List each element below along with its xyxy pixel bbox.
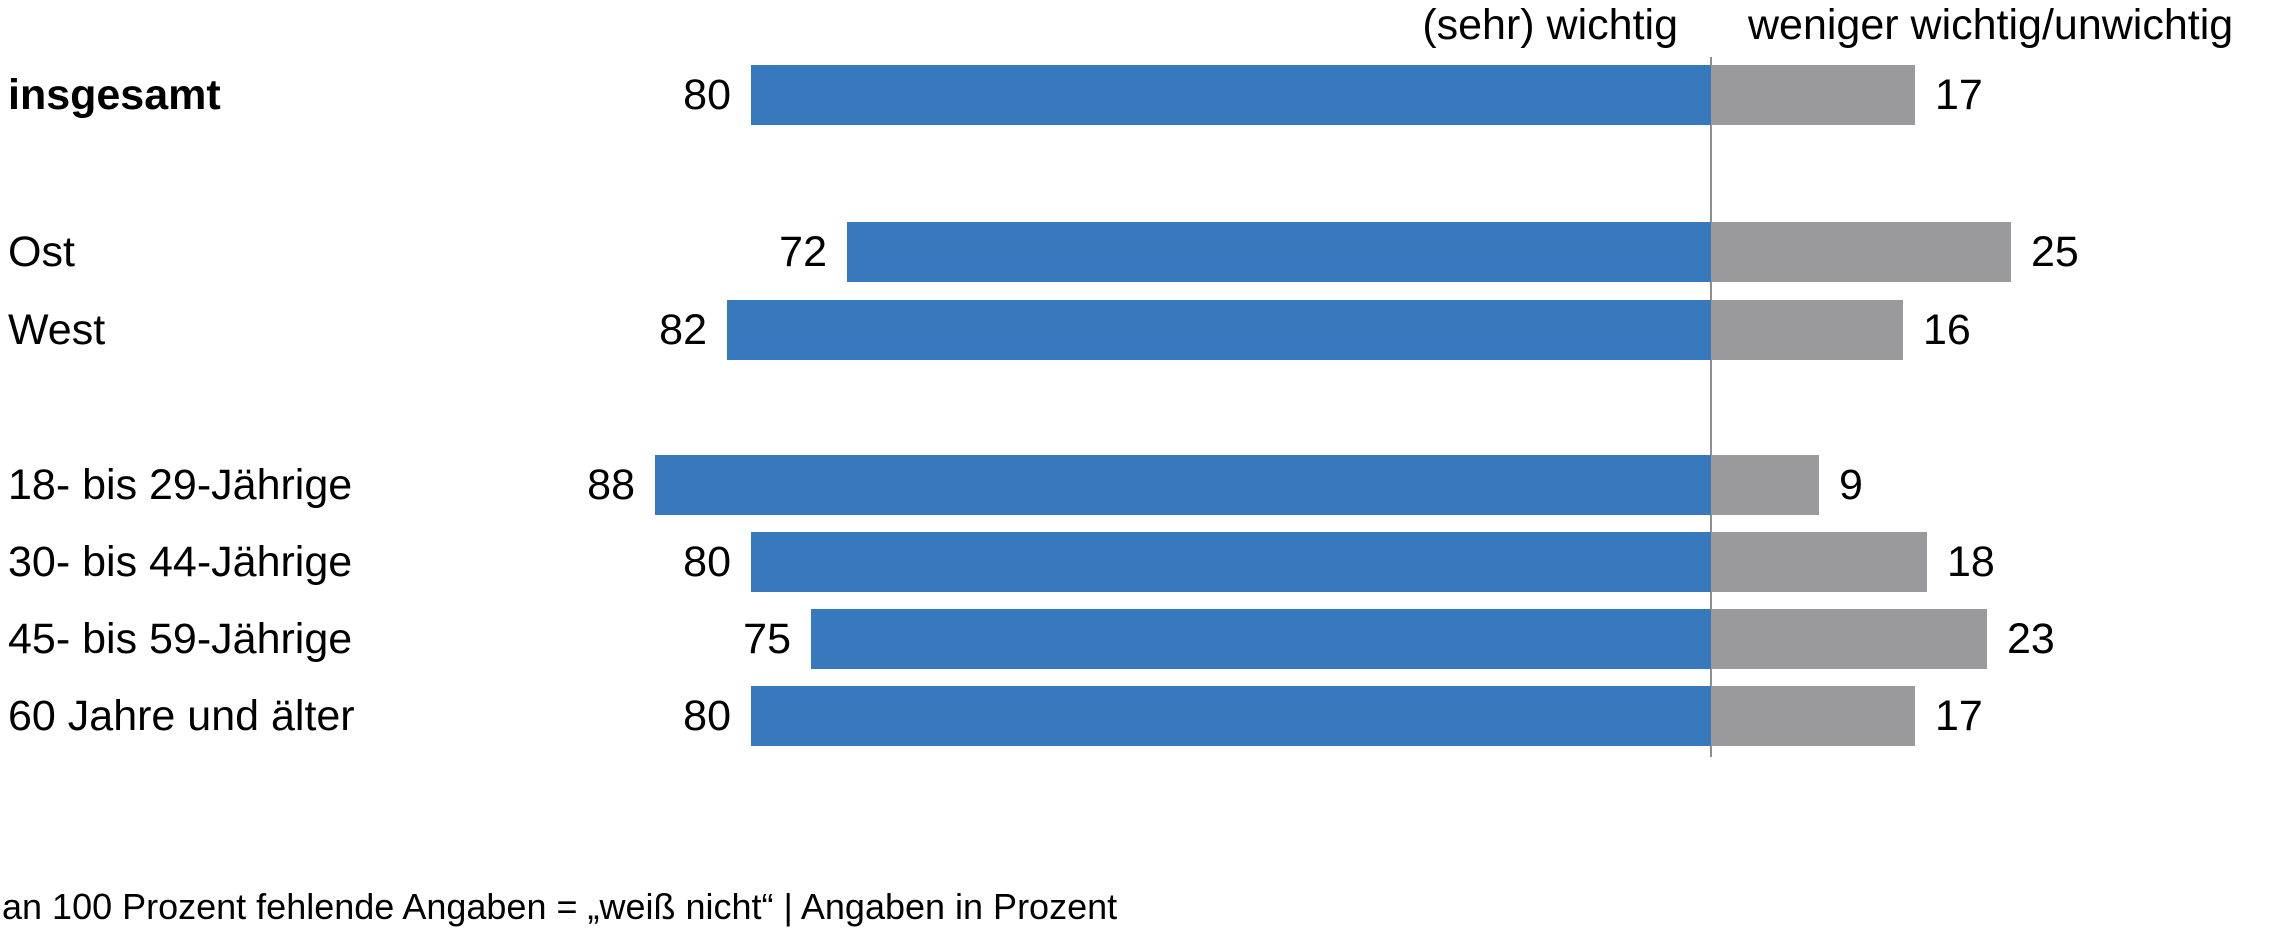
category-label: West <box>8 306 106 354</box>
category-label: 45- bis 59-Jährige <box>8 615 353 663</box>
value-label-secondary: 9 <box>1839 461 1863 509</box>
category-label: 60 Jahre und älter <box>8 692 355 740</box>
footnote: an 100 Prozent fehlende Angaben = „weiß … <box>2 886 1118 927</box>
value-label-primary: 80 <box>683 538 731 586</box>
value-label-primary: 80 <box>683 71 731 119</box>
value-label-secondary: 23 <box>2007 615 2055 663</box>
category-label: insgesamt <box>8 71 221 119</box>
legend-label-secondary: weniger wichtig/unwichtig <box>1748 1 2234 49</box>
bar-row: 30- bis 44-Jährige 80 18 <box>0 532 2283 592</box>
bar-primary <box>751 686 1711 746</box>
bar-primary <box>751 65 1711 125</box>
value-label-secondary: 18 <box>1947 538 1995 586</box>
value-label-primary: 80 <box>683 692 731 740</box>
value-label-primary: 72 <box>779 228 827 276</box>
bar-secondary <box>1711 65 1915 125</box>
legend-label-primary: (sehr) wichtig <box>1422 1 1678 49</box>
bar-secondary <box>1711 609 1987 669</box>
category-label: Ost <box>8 228 75 276</box>
bar-primary <box>847 222 1711 282</box>
axis-divider-line <box>1710 57 1712 757</box>
bar-secondary <box>1711 222 2011 282</box>
bar-row: insgesamt 80 17 <box>0 65 2283 125</box>
bar-primary <box>751 532 1711 592</box>
bar-secondary <box>1711 532 1927 592</box>
bar-row: Ost 72 25 <box>0 222 2283 282</box>
value-label-primary: 75 <box>743 615 791 663</box>
value-label-secondary: 17 <box>1935 692 1983 740</box>
category-label: 18- bis 29-Jährige <box>8 461 353 509</box>
bar-row: West 82 16 <box>0 300 2283 360</box>
bar-row: 18- bis 29-Jährige 88 9 <box>0 455 2283 515</box>
bar-secondary <box>1711 686 1915 746</box>
bar-secondary <box>1711 300 1903 360</box>
bar-row: 45- bis 59-Jährige 75 23 <box>0 609 2283 669</box>
value-label-secondary: 17 <box>1935 71 1983 119</box>
value-label-primary: 88 <box>587 461 635 509</box>
bar-primary <box>811 609 1711 669</box>
value-label-secondary: 16 <box>1923 306 1971 354</box>
bar-row: 60 Jahre und älter 80 17 <box>0 686 2283 746</box>
category-label: 30- bis 44-Jährige <box>8 538 353 586</box>
value-label-secondary: 25 <box>2031 228 2079 276</box>
value-label-primary: 82 <box>659 306 707 354</box>
bar-primary <box>655 455 1711 515</box>
bar-primary <box>727 300 1711 360</box>
bar-secondary <box>1711 455 1819 515</box>
